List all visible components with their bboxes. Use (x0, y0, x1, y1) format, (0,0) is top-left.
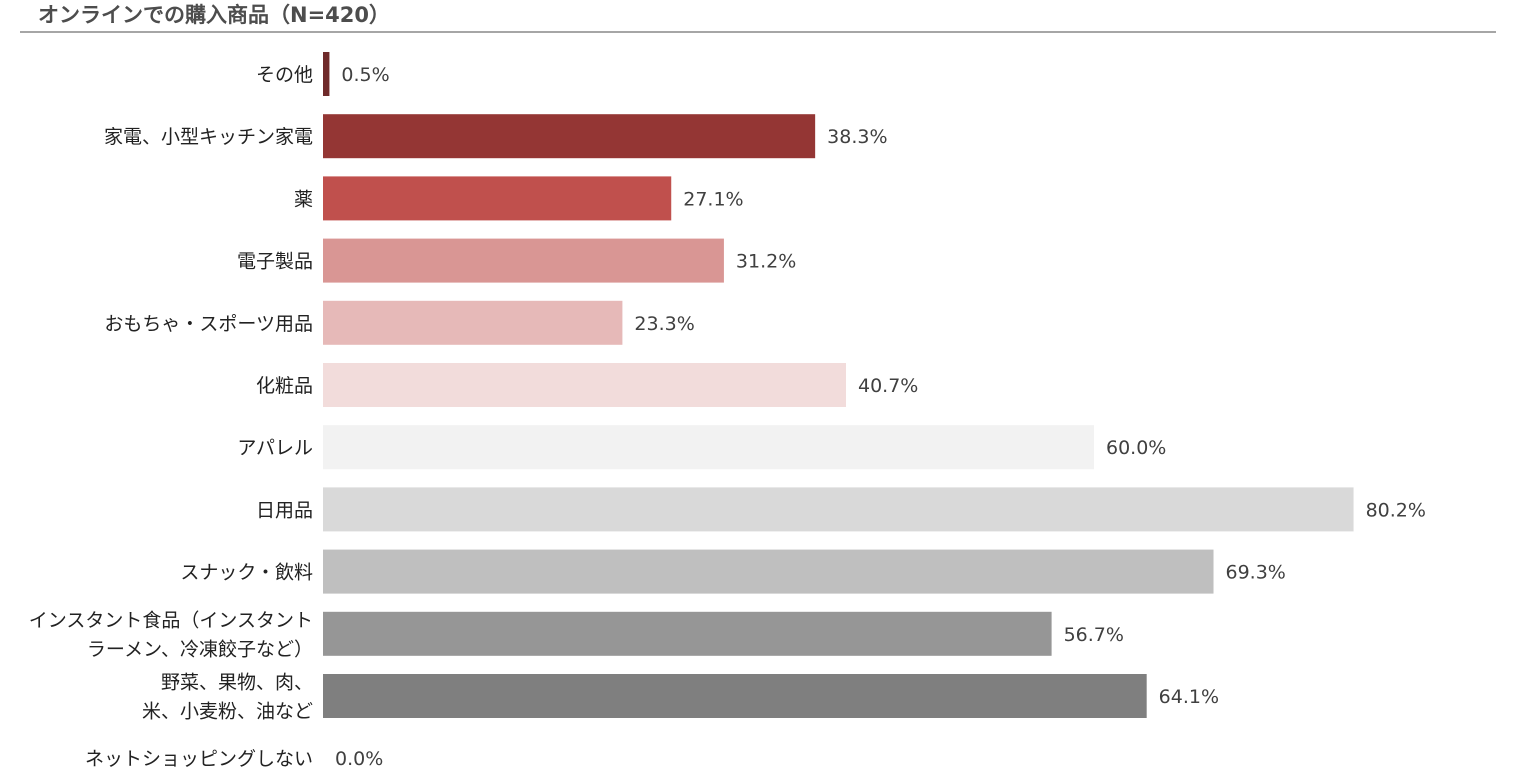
category-label-line: スナック・飲料 (180, 562, 313, 584)
category-label: 日用品 (256, 499, 313, 521)
value-label: 38.3% (827, 126, 887, 148)
value-label: 64.1% (1159, 686, 1219, 708)
category-label: インスタント食品（インスタントラーメン、冷凍餃子など） (29, 609, 313, 660)
category-label: 化粧品 (256, 375, 313, 397)
value-label: 31.2% (736, 251, 796, 273)
category-label-line: アパレル (237, 437, 313, 459)
value-label: 0.5% (341, 64, 389, 86)
bar (323, 425, 1094, 470)
category-label: 家電、小型キッチン家電 (104, 126, 313, 148)
title-divider (20, 31, 1496, 33)
bar (323, 549, 1214, 594)
category-label-line: 電子製品 (237, 251, 313, 273)
bar (323, 114, 816, 159)
value-label: 60.0% (1106, 437, 1166, 459)
category-label-line: おもちゃ・スポーツ用品 (104, 313, 313, 335)
category-label: 電子製品 (237, 251, 313, 273)
value-label: 69.3% (1226, 562, 1286, 584)
category-label-line: 化粧品 (256, 375, 313, 397)
chart-title: オンラインでの購入商品（N=420） (38, 3, 391, 27)
category-label-line: ネットショッピングしない (85, 748, 313, 770)
bar (323, 487, 1354, 532)
category-label-line: 野菜、果物、肉、 (161, 672, 313, 694)
bar (323, 300, 623, 345)
value-label: 23.3% (634, 313, 694, 335)
category-label: ネットショッピングしない (85, 748, 313, 770)
value-label: 40.7% (858, 375, 918, 397)
bar (323, 611, 1052, 656)
category-label: 野菜、果物、肉、米、小麦粉、油など (142, 672, 313, 723)
category-label-line: 日用品 (256, 499, 313, 521)
category-label-line: 米、小麦粉、油など (142, 701, 313, 723)
value-label: 56.7% (1064, 624, 1124, 646)
value-label: 0.0% (335, 748, 383, 770)
value-label: 27.1% (683, 188, 743, 210)
category-label-line: 家電、小型キッチン家電 (104, 126, 313, 148)
category-label: その他 (256, 64, 313, 86)
value-label: 80.2% (1366, 499, 1426, 521)
bar (323, 238, 724, 283)
category-label: おもちゃ・スポーツ用品 (104, 313, 313, 335)
category-label: アパレル (237, 437, 313, 459)
bar (323, 176, 672, 221)
bar (323, 674, 1147, 718)
category-label-line: その他 (256, 64, 313, 86)
category-label-line: ラーメン、冷凍餃子など） (87, 638, 313, 660)
category-label-line: 薬 (294, 188, 313, 210)
bar (323, 363, 846, 407)
category-label: スナック・飲料 (180, 562, 313, 584)
category-label: 薬 (294, 188, 313, 210)
bar (323, 52, 330, 96)
category-label-line: インスタント食品（インスタント (29, 609, 313, 631)
